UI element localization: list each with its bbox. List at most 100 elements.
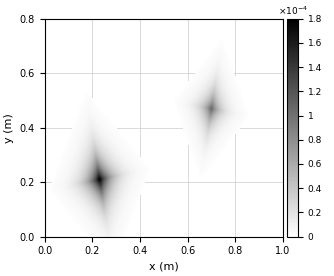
Point xyxy=(42,234,47,239)
Point xyxy=(42,234,47,239)
Point xyxy=(42,234,47,239)
Point xyxy=(42,234,47,239)
Point xyxy=(42,234,47,239)
Point xyxy=(42,234,47,239)
Point xyxy=(42,234,47,239)
Point xyxy=(42,234,47,239)
Point xyxy=(42,234,47,239)
Point xyxy=(42,234,47,239)
Point xyxy=(42,234,47,239)
Point xyxy=(42,234,47,239)
Point xyxy=(42,234,47,239)
Point xyxy=(42,234,47,239)
Point xyxy=(42,234,47,239)
Point xyxy=(42,234,47,239)
Point xyxy=(42,234,47,239)
Point xyxy=(42,234,47,239)
Point xyxy=(42,234,47,239)
Point xyxy=(42,234,47,239)
Point xyxy=(42,234,47,239)
Point xyxy=(42,234,47,239)
Point xyxy=(42,234,47,239)
Point xyxy=(42,234,47,239)
Point xyxy=(42,234,47,239)
Point xyxy=(42,234,47,239)
Point xyxy=(42,234,47,239)
Point xyxy=(42,234,47,239)
Point xyxy=(42,234,47,239)
Point xyxy=(42,234,47,239)
Point xyxy=(42,234,47,239)
Point xyxy=(42,234,47,239)
Point xyxy=(42,234,47,239)
Point xyxy=(42,234,47,239)
Point xyxy=(42,234,47,239)
Point xyxy=(42,234,47,239)
Point xyxy=(42,234,47,239)
Point xyxy=(42,234,47,239)
Point xyxy=(42,234,47,239)
Point xyxy=(42,234,47,239)
Point xyxy=(42,234,47,239)
Point xyxy=(42,234,47,239)
Point xyxy=(42,234,47,239)
Point xyxy=(42,234,47,239)
Point xyxy=(42,234,47,239)
Point xyxy=(42,234,47,239)
Point xyxy=(42,234,47,239)
Point xyxy=(42,234,47,239)
Point xyxy=(42,234,47,239)
Point xyxy=(42,234,47,239)
Point xyxy=(42,234,47,239)
Point xyxy=(42,234,47,239)
Point xyxy=(42,234,47,239)
Point xyxy=(42,234,47,239)
Point xyxy=(42,234,47,239)
Point xyxy=(42,234,47,239)
Point xyxy=(42,234,47,239)
Point xyxy=(42,234,47,239)
Point xyxy=(42,234,47,239)
Point xyxy=(42,234,47,239)
Point xyxy=(42,234,47,239)
Point xyxy=(42,234,47,239)
Point xyxy=(42,234,47,239)
Point xyxy=(42,234,47,239)
Point xyxy=(42,234,47,239)
Point xyxy=(42,234,47,239)
Point xyxy=(42,234,47,239)
Point xyxy=(42,234,47,239)
Point xyxy=(42,234,47,239)
Point xyxy=(42,234,47,239)
Point xyxy=(42,234,47,239)
Point xyxy=(42,234,47,239)
Point xyxy=(42,234,47,239)
Point xyxy=(42,234,47,239)
Point xyxy=(42,234,47,239)
Point xyxy=(42,234,47,239)
Point xyxy=(42,234,47,239)
Point xyxy=(42,234,47,239)
Point xyxy=(42,234,47,239)
Point xyxy=(42,234,47,239)
Point xyxy=(42,234,47,239)
Point xyxy=(42,234,47,239)
Point xyxy=(42,234,47,239)
Point xyxy=(42,234,47,239)
Point xyxy=(42,234,47,239)
Point xyxy=(42,234,47,239)
Point xyxy=(42,234,47,239)
Point xyxy=(42,234,47,239)
Point xyxy=(42,234,47,239)
Point xyxy=(42,234,47,239)
Point xyxy=(42,234,47,239)
Point xyxy=(42,234,47,239)
Point xyxy=(42,234,47,239)
Point xyxy=(42,234,47,239)
Point xyxy=(42,234,47,239)
Point xyxy=(42,234,47,239)
Point xyxy=(42,234,47,239)
Point xyxy=(42,234,47,239)
Point xyxy=(42,234,47,239)
Title: $\times10^{-4}$: $\times10^{-4}$ xyxy=(278,4,308,17)
